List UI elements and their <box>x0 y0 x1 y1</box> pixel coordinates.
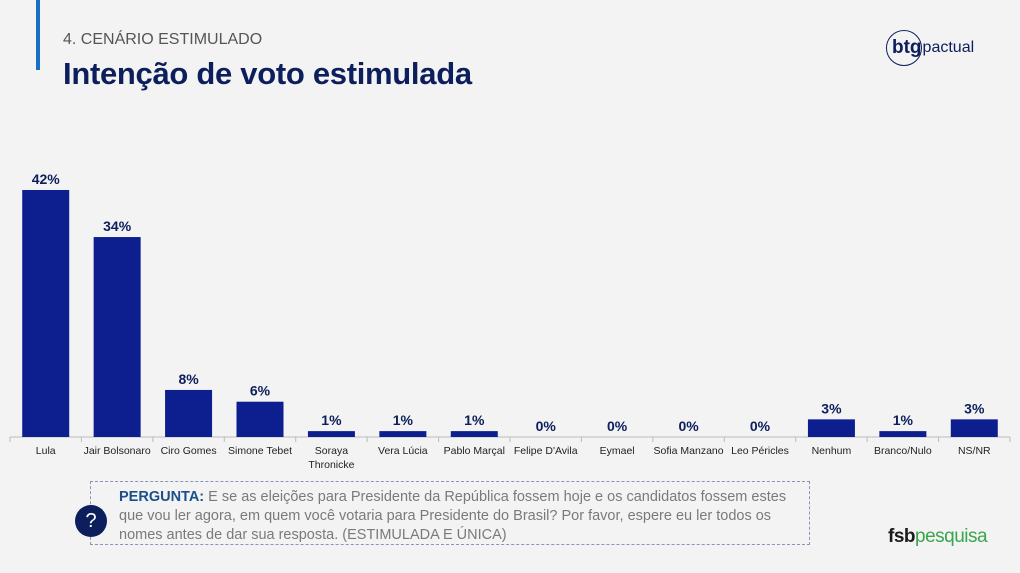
category-label: NS/NR <box>958 445 991 457</box>
data-label: 0% <box>750 418 771 434</box>
category-label: Vera Lúcia <box>378 445 428 457</box>
bar <box>93 237 141 437</box>
accent-bar <box>36 0 40 70</box>
data-label: 34% <box>103 218 132 234</box>
logo-pactual: pactual <box>922 39 975 56</box>
data-label: 1% <box>464 412 485 428</box>
data-label: 6% <box>250 383 271 399</box>
bar <box>236 401 284 437</box>
data-label: 8% <box>178 371 199 387</box>
bar <box>307 431 355 437</box>
category-label: Soraya <box>315 445 348 457</box>
category-label: Pablo Marçal <box>444 445 505 457</box>
section-label: 4. CENÁRIO ESTIMULADO <box>63 31 263 48</box>
bar <box>165 389 213 437</box>
question-icon: ? <box>75 505 107 537</box>
category-label: Thronicke <box>308 459 354 471</box>
data-label: 1% <box>393 412 414 428</box>
logo-fsb: fsb <box>888 526 916 547</box>
data-label: 1% <box>321 412 342 428</box>
bar <box>807 419 855 437</box>
question-text: PERGUNTA: E se as eleições para Presiden… <box>119 488 799 545</box>
category-label: Felipe D'Avila <box>514 445 578 457</box>
data-label: 3% <box>821 400 842 416</box>
category-label: Jair Bolsonaro <box>84 445 151 457</box>
bar <box>950 419 998 437</box>
bar <box>379 431 427 437</box>
logo-pesquisa: pesquisa <box>915 526 988 547</box>
data-label: 0% <box>536 418 557 434</box>
category-label: Sofia Manzano <box>654 445 724 457</box>
data-label: 3% <box>964 400 985 416</box>
fsb-pesquisa-logo: fsbpesquisa <box>888 526 988 548</box>
page-title: Intenção de voto estimulada <box>63 56 472 91</box>
category-label: Nenhum <box>812 445 852 457</box>
question-body: E se as eleições para Presidente da Repú… <box>119 489 787 543</box>
data-label: 0% <box>607 418 628 434</box>
category-label: Lula <box>36 445 56 457</box>
category-label: Ciro Gomes <box>161 445 217 457</box>
category-label: Eymael <box>600 445 635 457</box>
btg-pactual-logo: btg pactual <box>886 30 974 66</box>
category-label: Leo Péricles <box>731 445 789 457</box>
category-label: Branco/Nulo <box>874 445 932 457</box>
logo-btg: btg <box>892 37 922 58</box>
bar <box>879 431 927 437</box>
data-label: 1% <box>893 412 914 428</box>
bar <box>450 431 498 437</box>
bar-chart: 42% Lula 34% Jair Bolsonaro 8% Ciro Gomes 6% Si… <box>9 171 1011 471</box>
data-label: 42% <box>32 171 61 187</box>
question-label: PERGUNTA: <box>119 489 205 505</box>
bar <box>22 190 70 437</box>
data-label: 0% <box>678 418 699 434</box>
category-label: Simone Tebet <box>228 445 292 457</box>
